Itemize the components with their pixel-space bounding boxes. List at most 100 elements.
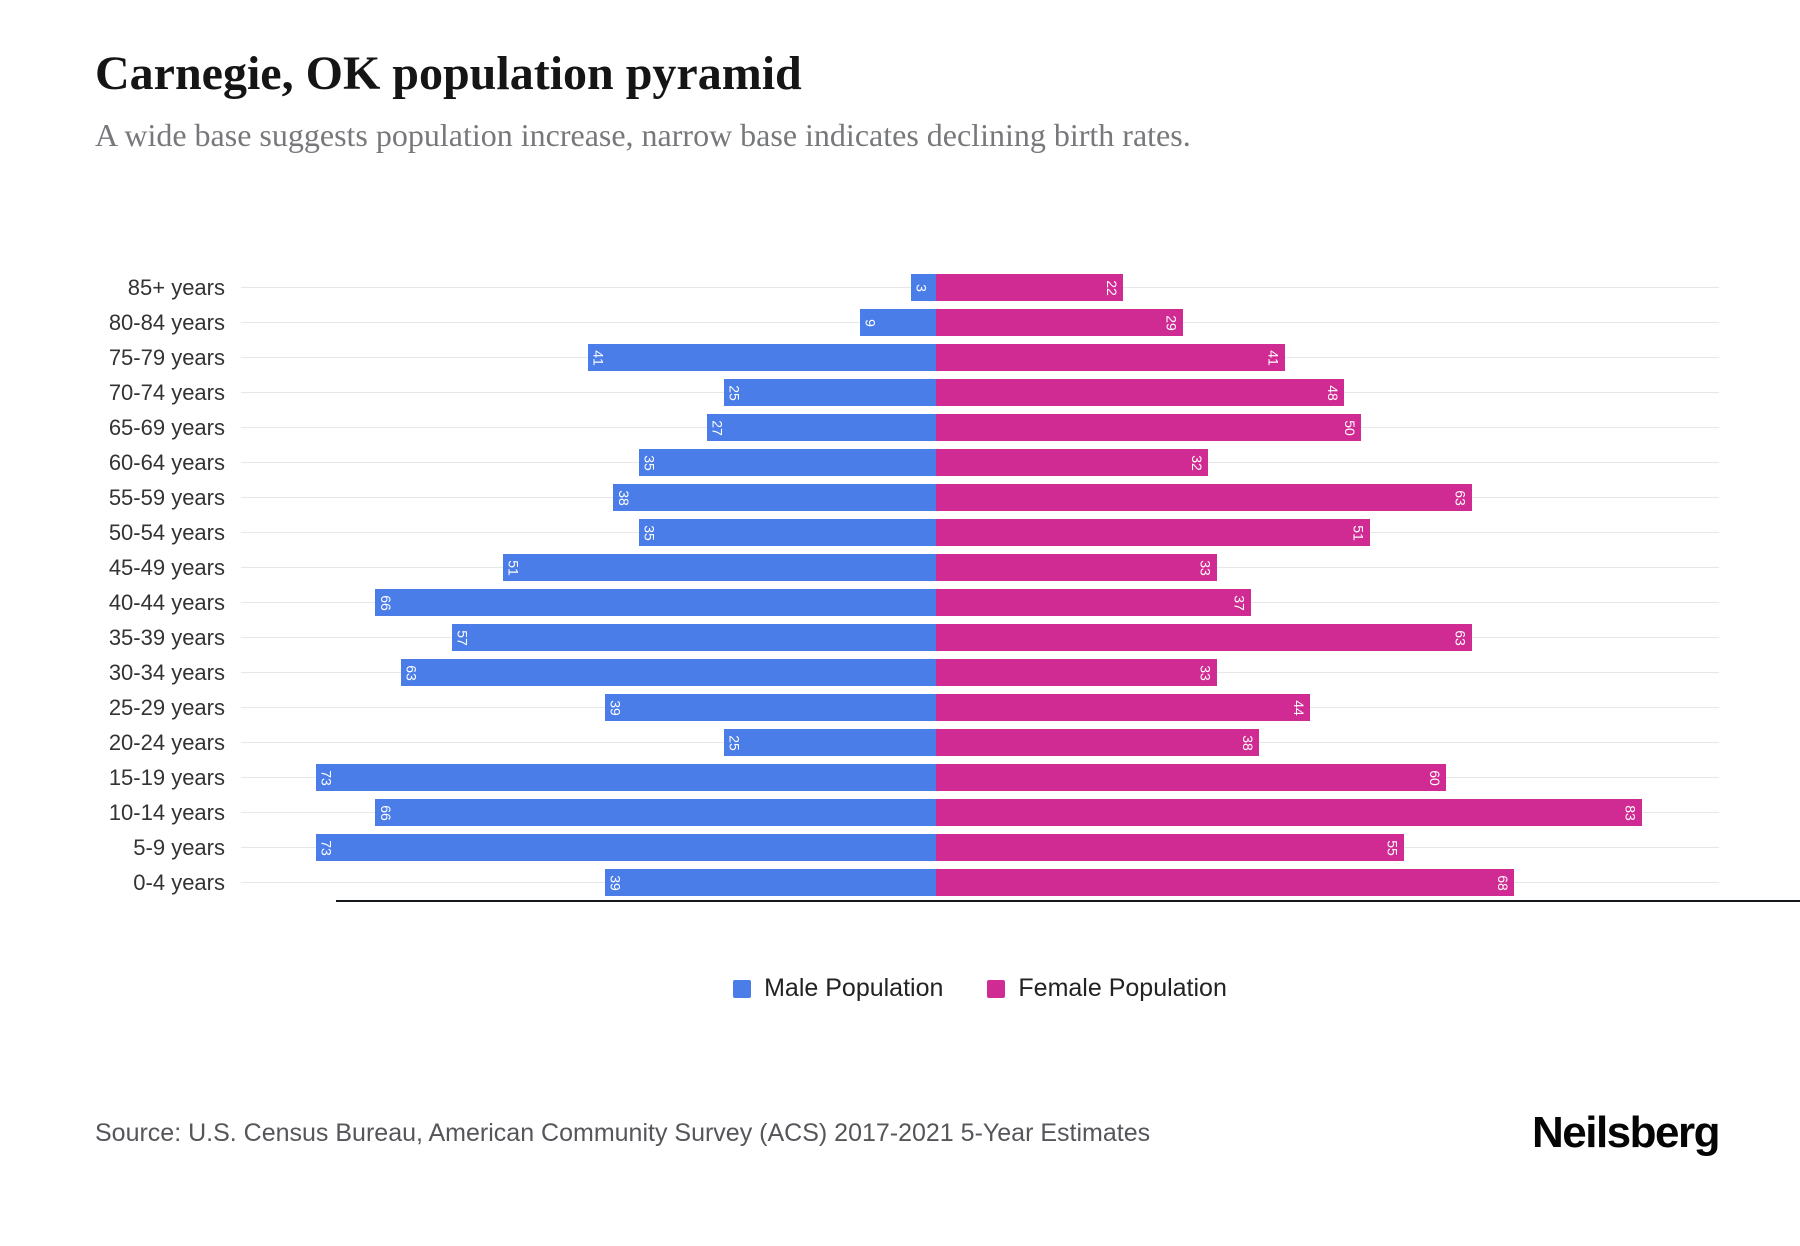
female-bar: 44 — [936, 694, 1310, 721]
female-bar-value: 50 — [1342, 419, 1358, 436]
male-bar: 35 — [638, 449, 936, 476]
row-plot-area: 25 38 — [241, 725, 1719, 760]
female-bar: 22 — [936, 274, 1123, 301]
row-plot-area: 27 50 — [241, 410, 1719, 445]
male-bar-value: 27 — [709, 419, 726, 436]
female-bar-value: 83 — [1622, 804, 1639, 821]
female-bar: 63 — [936, 484, 1472, 511]
row-plot-area: 39 44 — [241, 690, 1719, 725]
age-group-label: 45-49 years — [108, 554, 225, 580]
male-swatch-icon — [733, 979, 752, 998]
female-bar: 37 — [936, 589, 1251, 616]
row-plot-area: 25 48 — [241, 375, 1719, 410]
chart-subtitle: A wide base suggests population increase… — [95, 117, 1191, 153]
male-bar-value: 66 — [378, 804, 394, 821]
pyramid-row: 50-54 years 35 51 — [95, 515, 1800, 550]
pyramid-row: 55-59 years 38 63 — [95, 480, 1800, 515]
row-plot-area: 73 55 — [241, 830, 1719, 865]
male-bar: 25 — [723, 729, 936, 756]
age-group-label: 65-69 years — [108, 414, 225, 440]
age-group-label: 5-9 years — [133, 834, 225, 860]
male-bar: 41 — [587, 344, 936, 371]
x-axis-line — [336, 900, 1800, 902]
chart-footer: Source: U.S. Census Bureau, American Com… — [95, 1108, 1721, 1158]
legend-female-label: Female Population — [1018, 974, 1227, 1002]
female-bar: 41 — [936, 344, 1285, 371]
male-bar-value: 39 — [607, 699, 624, 716]
age-group-label: 35-39 years — [108, 624, 225, 650]
female-bar: 32 — [936, 449, 1208, 476]
age-group-label: 40-44 years — [108, 589, 225, 615]
female-swatch-icon — [987, 979, 1006, 998]
male-bar: 73 — [315, 834, 936, 861]
female-bar-value: 33 — [1197, 664, 1214, 681]
row-plot-area: 3 22 — [241, 270, 1719, 305]
female-bar-value: 55 — [1384, 839, 1401, 856]
chart-legend: Male Population Female Population — [241, 974, 1719, 1003]
pyramid-row: 40-44 years 66 37 — [95, 585, 1800, 620]
male-bar: 57 — [451, 624, 936, 651]
pyramid-row: 80-84 years 9 29 — [95, 305, 1800, 340]
pyramid-row: 20-24 years 25 38 — [95, 725, 1800, 760]
male-bar: 51 — [502, 554, 936, 581]
age-group-label: 30-34 years — [108, 659, 225, 685]
source-text: Source: U.S. Census Bureau, American Com… — [95, 1118, 1151, 1147]
male-bar: 35 — [638, 519, 936, 546]
male-bar-value: 41 — [590, 349, 607, 366]
female-bar-value: 38 — [1240, 734, 1256, 751]
pyramid-row: 75-79 years 41 41 — [95, 340, 1800, 375]
age-group-label: 55-59 years — [108, 484, 225, 510]
female-bar: 33 — [936, 554, 1217, 581]
female-bar-value: 22 — [1104, 279, 1120, 296]
pyramid-row: 85+ years 3 22 — [95, 270, 1800, 305]
pyramid-rows: 85+ years 3 22 80-84 years 9 29 75-79 years 41 4… — [95, 270, 1800, 900]
male-bar: 9 — [859, 309, 936, 336]
row-plot-area: 73 60 — [241, 760, 1719, 795]
female-bar: 29 — [936, 309, 1183, 336]
male-bar: 63 — [400, 659, 936, 686]
age-group-label: 70-74 years — [108, 379, 225, 405]
age-group-label: 25-29 years — [108, 694, 225, 720]
male-bar-value: 9 — [862, 318, 879, 327]
female-bar: 55 — [936, 834, 1404, 861]
male-bar: 66 — [375, 589, 936, 616]
age-group-label: 85+ years — [127, 274, 225, 300]
male-bar-value: 73 — [318, 769, 335, 786]
neilsberg-logo: Neilsberg — [1531, 1108, 1721, 1157]
male-bar-value: 25 — [726, 734, 743, 751]
female-bar: 51 — [936, 519, 1370, 546]
male-bar: 38 — [613, 484, 936, 511]
pyramid-row: 10-14 years 66 83 — [95, 795, 1800, 830]
male-bar: 27 — [706, 414, 936, 441]
female-bar: 68 — [936, 869, 1514, 896]
legend-item-male: Male Population — [733, 974, 943, 1003]
age-group-label: 75-79 years — [108, 344, 225, 370]
female-bar-value: 44 — [1291, 699, 1307, 716]
female-bar-value: 48 — [1325, 384, 1341, 401]
female-bar-value: 32 — [1189, 454, 1205, 471]
row-plot-area: 9 29 — [241, 305, 1719, 340]
legend-item-female: Female Population — [987, 974, 1227, 1003]
female-bar-value: 51 — [1350, 524, 1367, 541]
male-bar-value: 38 — [616, 489, 632, 506]
male-bar-value: 73 — [318, 839, 335, 856]
male-bar: 3 — [910, 274, 936, 301]
male-bar-value: 35 — [641, 524, 658, 541]
pyramid-row: 35-39 years 57 63 — [95, 620, 1800, 655]
row-plot-area: 41 41 — [241, 340, 1719, 375]
male-bar-value: 57 — [454, 629, 471, 646]
female-bar-value: 63 — [1452, 629, 1469, 646]
age-group-label: 10-14 years — [108, 799, 225, 825]
female-bar: 60 — [936, 764, 1446, 791]
female-bar: 63 — [936, 624, 1472, 651]
pyramid-row: 15-19 years 73 60 — [95, 760, 1800, 795]
chart-title: Carnegie, OK population pyramid — [95, 47, 802, 100]
age-group-label: 60-64 years — [108, 449, 225, 475]
female-bar: 83 — [936, 799, 1642, 826]
female-bar: 33 — [936, 659, 1217, 686]
male-bar-value: 66 — [378, 594, 394, 611]
row-plot-area: 57 63 — [241, 620, 1719, 655]
female-bar: 48 — [936, 379, 1344, 406]
age-group-label: 20-24 years — [108, 729, 225, 755]
row-plot-area: 66 37 — [241, 585, 1719, 620]
